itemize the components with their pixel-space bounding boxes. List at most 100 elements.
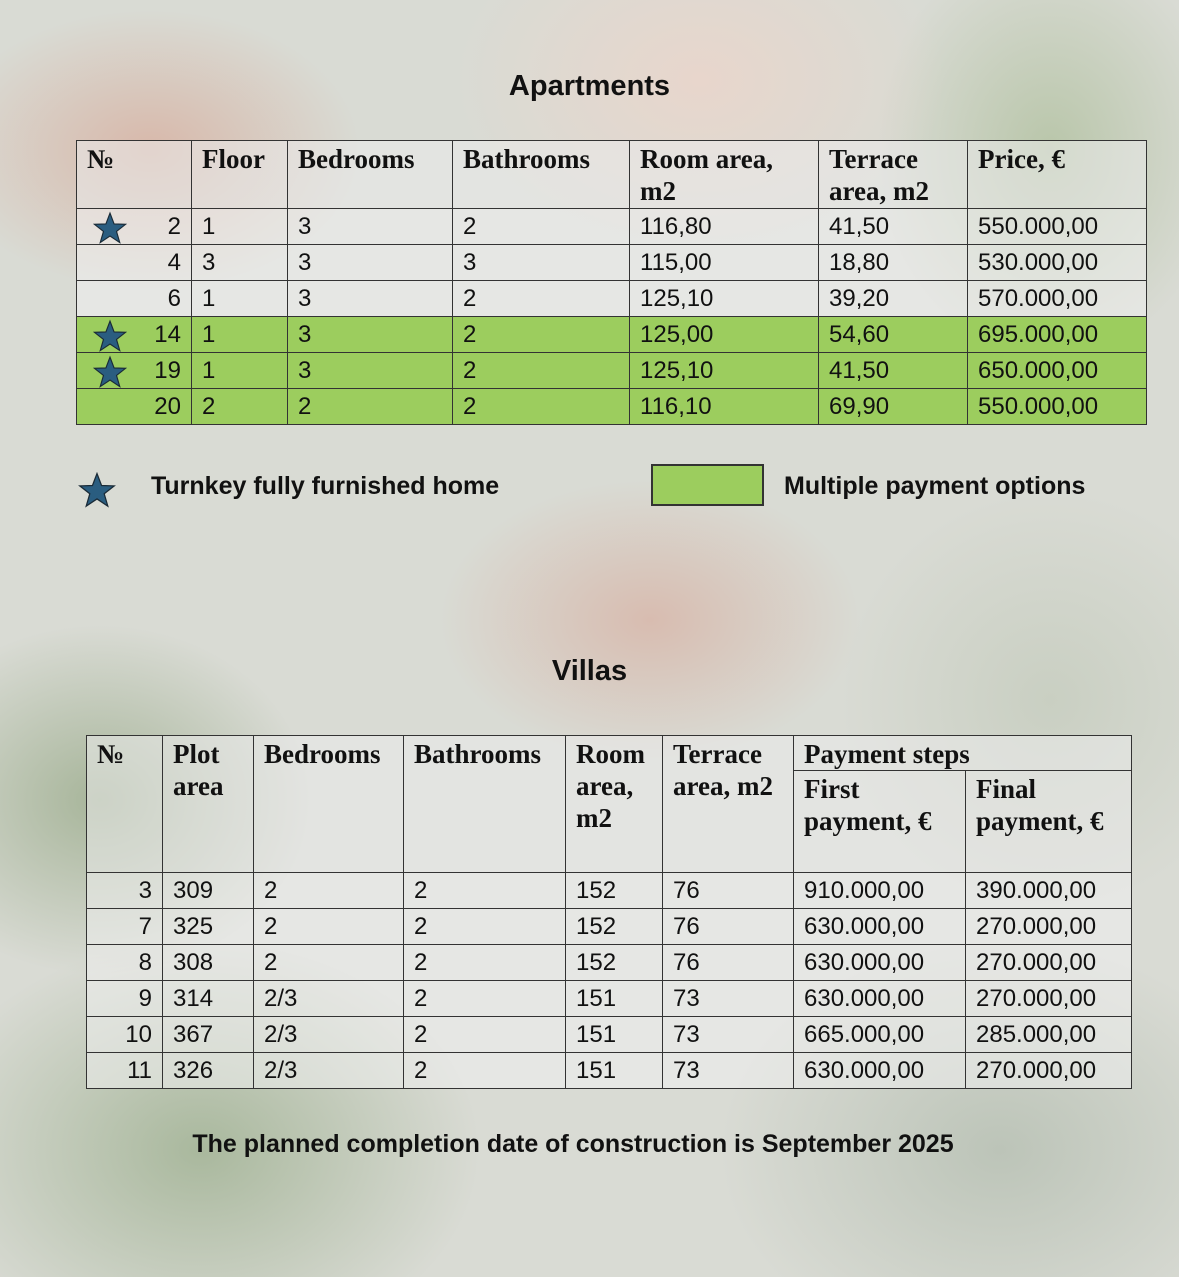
legend-turnkey-label: Turnkey fully furnished home <box>151 472 500 500</box>
legend-star-icon <box>78 472 116 508</box>
cell-bedrooms: 3 <box>287 352 453 389</box>
cell-bedrooms: 2 <box>253 908 404 945</box>
villa-header-payment-steps: Payment steps <box>792 735 1133 771</box>
cell-bathrooms: 2 <box>452 388 630 425</box>
cell-bedrooms: 3 <box>287 244 453 281</box>
cell-room-area: 152 <box>565 908 663 945</box>
cell-text: 20 <box>154 392 181 420</box>
cell-text: 14 <box>154 320 181 348</box>
cell-text: 530.000,00 <box>978 248 1099 276</box>
cell-room-area: 115,00 <box>629 244 819 281</box>
header-price: Price, € <box>967 140 1147 209</box>
cell-bathrooms: 2 <box>403 1052 566 1089</box>
cell-floor: 1 <box>191 280 288 317</box>
cell-bedrooms: 2/3 <box>253 980 404 1017</box>
cell-price: 530.000,00 <box>967 244 1147 281</box>
cell-text: 570.000,00 <box>978 284 1099 312</box>
cell-bathrooms: 2 <box>452 208 630 245</box>
cell-terrace-area: 73 <box>662 980 794 1017</box>
cell-floor: 2 <box>191 388 288 425</box>
cell-text: 6 <box>167 284 181 312</box>
cell-text: 19 <box>154 356 181 384</box>
villa-row: 7 325 2 2 152 76 630.000,00 270.000,00 <box>86 908 1133 945</box>
cell-bathrooms: 2 <box>452 352 630 389</box>
cell-no: 4 <box>76 244 192 281</box>
cell-bathrooms: 2 <box>403 980 566 1017</box>
cell-text: 2 <box>463 356 477 384</box>
cell-text: 125,10 <box>640 284 714 312</box>
cell-text: 2 <box>298 392 312 420</box>
cell-first: 665.000,00 <box>793 1016 966 1053</box>
cell-bedrooms: 2/3 <box>253 1016 404 1053</box>
cell-terrace-area: 39,20 <box>818 280 968 317</box>
villa-row: 10 367 2/3 2 151 73 665.000,00 285.000,00 <box>86 1016 1133 1053</box>
cell-terrace-area: 73 <box>662 1052 794 1089</box>
cell-room-area: 152 <box>565 872 663 909</box>
cell-terrace-area: 73 <box>662 1016 794 1053</box>
cell-text: 2 <box>202 392 216 420</box>
cell-text: 550.000,00 <box>978 392 1099 420</box>
cell-final: 285.000,00 <box>964 1016 1133 1053</box>
cell-first: 630.000,00 <box>793 908 966 945</box>
cell-no: 6 <box>76 280 192 317</box>
cell-terrace-area: 69,90 <box>818 388 968 425</box>
cell-terrace-area: 76 <box>662 944 794 981</box>
cell-text: 41,50 <box>829 356 890 384</box>
cell-text: 1 <box>202 284 216 312</box>
header-bathrooms: Bathrooms <box>452 140 630 209</box>
villa-header-no: № <box>86 735 163 873</box>
cell-price: 550.000,00 <box>967 208 1147 245</box>
apartments-title: Apartments <box>508 70 671 102</box>
cell-terrace-area: 18,80 <box>818 244 968 281</box>
cell-text: 2 <box>463 284 477 312</box>
cell-room-area: 125,10 <box>629 352 819 389</box>
cell-text: 125,00 <box>640 320 714 348</box>
cell-no: 3 <box>86 872 163 909</box>
cell-bedrooms: 3 <box>287 208 453 245</box>
cell-terrace-area: 76 <box>662 908 794 945</box>
cell-bathrooms: 2 <box>403 908 566 945</box>
cell-no: 14 <box>76 316 192 353</box>
villas-title: Villas <box>551 655 628 687</box>
cell-text: 18,80 <box>829 248 890 276</box>
cell-text: 3 <box>298 356 312 384</box>
cell-terrace-area: 41,50 <box>818 208 968 245</box>
cell-bathrooms: 2 <box>452 280 630 317</box>
villa-header-room-area: Room area, m2 <box>565 735 663 873</box>
cell-no: 9 <box>86 980 163 1017</box>
cell-terrace-area: 76 <box>662 872 794 909</box>
cell-no: 8 <box>86 944 163 981</box>
cell-text: 3 <box>298 284 312 312</box>
cell-text: 4 <box>167 248 181 276</box>
villa-header-bedrooms: Bedrooms <box>253 735 404 873</box>
apartment-row: 20 2 2 2 116,10 69,90 550.000,00 <box>76 388 1147 425</box>
cell-floor: 1 <box>191 316 288 353</box>
cell-room-area: 151 <box>565 1052 663 1089</box>
villa-header-first-payment: First payment, € <box>793 770 966 873</box>
villa-header-final-payment: Final payment, € <box>964 770 1133 873</box>
cell-final: 270.000,00 <box>964 908 1133 945</box>
apartment-row: 2 1 3 2 116,80 41,50 550.000,00 <box>76 208 1147 245</box>
cell-no: 2 <box>76 208 192 245</box>
cell-text: 41,50 <box>829 212 890 240</box>
cell-price: 550.000,00 <box>967 388 1147 425</box>
cell-price: 570.000,00 <box>967 280 1147 317</box>
cell-text: 550.000,00 <box>978 212 1099 240</box>
cell-bedrooms: 3 <box>287 280 453 317</box>
cell-final: 390.000,00 <box>964 872 1133 909</box>
villa-row: 9 314 2/3 2 151 73 630.000,00 270.000,00 <box>86 980 1133 1017</box>
cell-floor: 1 <box>191 208 288 245</box>
cell-terrace-area: 41,50 <box>818 352 968 389</box>
cell-floor: 3 <box>191 244 288 281</box>
apartment-row: 14 1 3 2 125,00 54,60 695.000,00 <box>76 316 1147 353</box>
cell-no: 7 <box>86 908 163 945</box>
cell-no: 11 <box>86 1052 163 1089</box>
cell-bathrooms: 2 <box>403 872 566 909</box>
cell-bedrooms: 2 <box>253 944 404 981</box>
cell-text: 2 <box>463 392 477 420</box>
cell-final: 270.000,00 <box>964 1052 1133 1089</box>
cell-first: 630.000,00 <box>793 1052 966 1089</box>
villa-header-bathrooms: Bathrooms <box>403 735 566 873</box>
cell-plot: 325 <box>162 908 254 945</box>
cell-room-area: 152 <box>565 944 663 981</box>
